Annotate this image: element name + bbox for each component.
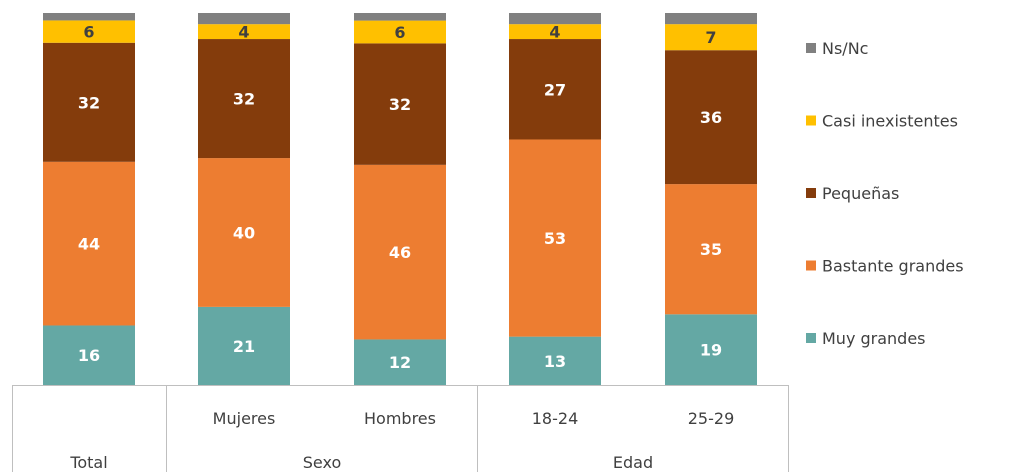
bar-muy-grandes-25-29 [665, 314, 757, 385]
bar-pequenas-18-24 [509, 39, 601, 140]
data-label-bastante-grandes-total: 44 [78, 235, 100, 254]
data-label-bastante-grandes-18-24: 53 [544, 229, 566, 248]
bar-bastante-grandes-25-29 [665, 184, 757, 315]
data-label-casi-inexistentes-total: 6 [83, 23, 94, 42]
data-label-casi-inexistentes-mujeres: 4 [238, 23, 249, 42]
data-label-casi-inexistentes-25-29: 7 [705, 28, 716, 47]
bar-pequenas-25-29 [665, 50, 757, 185]
bar-ns-nc-hombres [354, 13, 446, 21]
legend-swatch-bastante-grandes [806, 260, 816, 271]
bar-casi-inexistentes-mujeres [198, 24, 290, 40]
bar-muy-grandes-hombres [354, 339, 446, 385]
bar-muy-grandes-total [43, 325, 135, 385]
bar-muy-grandes-mujeres [198, 306, 290, 385]
legend-swatch-casi-inexistentes [806, 115, 816, 126]
bar-pequenas-total [43, 42, 135, 162]
bar-ns-nc-total [43, 13, 135, 21]
data-label-pequenas-25-29: 36 [700, 108, 722, 127]
tick-label-18-24: 18-24 [532, 409, 579, 428]
legend-swatch-pequenas [806, 188, 816, 198]
legend-item-ns-nc: Ns/Nc [806, 39, 868, 58]
category-axis: Mujeres Hombres 18-24 25-29 Total Sexo Edad [12, 385, 789, 472]
data-label-muy-grandes-total: 16 [78, 346, 100, 365]
legend-label-muy-grandes: Muy grandes [822, 329, 926, 348]
data-labels-layer: 16 44 32 6 21 40 32 4 12 46 32 6 13 53 27 4 19 35 36 7 [78, 23, 722, 373]
legend-label-casi-inexistentes: Casi inexistentes [822, 112, 958, 131]
legend-label-bastante-grandes: Bastante grandes [822, 257, 964, 276]
bar-muy-grandes-18-24 [509, 336, 601, 385]
data-label-muy-grandes-hombres: 12 [389, 353, 411, 372]
bar-casi-inexistentes-total [43, 20, 135, 43]
data-label-bastante-grandes-mujeres: 40 [233, 223, 255, 242]
bar-bastante-grandes-mujeres [198, 158, 290, 307]
bar-ns-nc-mujeres [198, 13, 290, 25]
bar-ns-nc-18-24 [509, 13, 601, 25]
data-label-pequenas-mujeres: 32 [233, 90, 255, 109]
bar-casi-inexistentes-18-24 [509, 24, 601, 40]
legend: Ns/Nc Casi inexistentes Pequeñas Bastante g… [806, 39, 964, 348]
legend-item-pequenas: Pequeñas [806, 184, 899, 203]
data-label-muy-grandes-mujeres: 21 [233, 337, 255, 356]
legend-swatch-ns-nc [806, 43, 816, 53]
tick-label-mujeres: Mujeres [213, 409, 276, 428]
bar-casi-inexistentes-hombres [354, 20, 446, 44]
group-label-edad: Edad [613, 453, 653, 472]
group-label-total: Total [69, 453, 107, 472]
data-label-bastante-grandes-25-29: 35 [700, 240, 722, 259]
data-label-muy-grandes-18-24: 13 [544, 352, 566, 371]
bar-ns-nc-25-29 [665, 13, 757, 25]
legend-swatch-muy-grandes [806, 333, 816, 343]
bar-bastante-grandes-total [43, 161, 135, 326]
data-label-pequenas-total: 32 [78, 93, 100, 112]
bar-bastante-grandes-18-24 [509, 139, 601, 337]
bar-casi-inexistentes-25-29 [665, 24, 757, 51]
tick-label-hombres: Hombres [364, 409, 436, 428]
legend-item-muy-grandes: Muy grandes [806, 329, 926, 348]
bar-pequenas-hombres [354, 43, 446, 165]
tick-label-25-29: 25-29 [688, 409, 735, 428]
data-label-bastante-grandes-hombres: 46 [389, 243, 411, 262]
legend-label-pequenas: Pequeñas [822, 184, 899, 203]
data-label-pequenas-hombres: 32 [389, 95, 411, 114]
legend-item-bastante-grandes: Bastante grandes [806, 257, 964, 276]
legend-item-casi-inexistentes: Casi inexistentes [806, 112, 958, 131]
data-label-casi-inexistentes-hombres: 6 [394, 23, 405, 42]
legend-label-ns-nc: Ns/Nc [822, 39, 868, 58]
bar-pequenas-mujeres [198, 39, 290, 159]
data-label-muy-grandes-25-29: 19 [700, 341, 722, 360]
bars-layer [43, 13, 757, 385]
group-label-sexo: Sexo [303, 453, 341, 472]
data-label-casi-inexistentes-18-24: 4 [549, 23, 560, 42]
data-label-pequenas-18-24: 27 [544, 80, 566, 99]
bar-bastante-grandes-hombres [354, 164, 446, 340]
